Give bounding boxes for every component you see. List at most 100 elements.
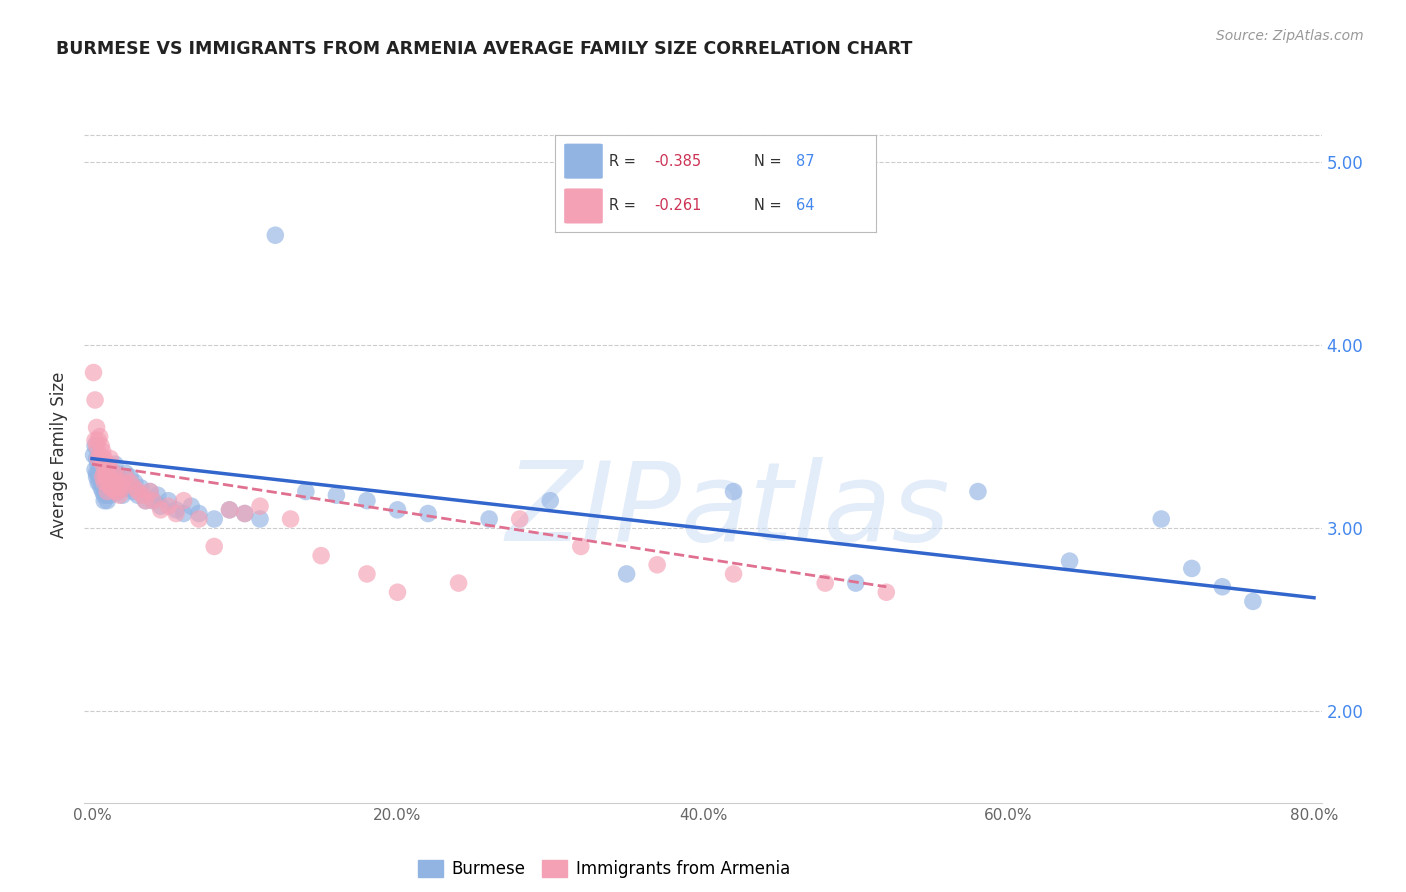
Point: [96, 470, 118, 484]
Point: [146, 488, 169, 502]
Point: [616, 566, 638, 581]
Point: [87, 467, 110, 481]
Point: [149, 503, 172, 517]
Point: [93, 467, 115, 481]
Point: [87, 457, 110, 471]
Point: [90, 470, 112, 484]
Point: [84, 439, 107, 453]
Point: [86, 451, 108, 466]
Point: [98, 488, 121, 502]
Point: [120, 475, 142, 490]
Point: [509, 512, 531, 526]
Point: [280, 512, 302, 526]
Point: [93, 488, 115, 502]
Point: [157, 499, 180, 513]
Point: [165, 507, 187, 521]
Point: [249, 499, 271, 513]
Point: [89, 451, 111, 466]
Point: [112, 475, 135, 490]
Point: [104, 457, 127, 471]
Point: [478, 512, 501, 526]
Point: [87, 475, 110, 490]
Point: [139, 484, 162, 499]
Point: [1211, 580, 1233, 594]
Point: [107, 484, 129, 499]
Point: [104, 470, 127, 484]
Point: [94, 470, 117, 484]
Point: [84, 434, 107, 448]
Point: [96, 467, 118, 481]
Point: [967, 484, 990, 499]
Point: [108, 488, 131, 502]
Point: [538, 493, 561, 508]
Text: ZIPatlas: ZIPatlas: [506, 457, 950, 564]
Point: [98, 470, 121, 484]
Point: [98, 481, 121, 495]
Point: [103, 481, 125, 495]
Point: [104, 467, 127, 481]
Point: [249, 512, 271, 526]
Point: [86, 420, 108, 434]
Point: [94, 484, 117, 499]
Point: [89, 475, 111, 490]
Point: [93, 493, 115, 508]
Point: [83, 448, 105, 462]
Point: [356, 566, 378, 581]
Point: [202, 540, 225, 554]
Point: [124, 475, 146, 490]
Point: [103, 467, 125, 481]
Point: [84, 462, 107, 476]
Point: [814, 576, 837, 591]
Point: [96, 481, 118, 495]
Point: [127, 488, 149, 502]
Point: [1150, 512, 1173, 526]
Point: [84, 392, 107, 407]
Point: [97, 475, 120, 490]
Point: [93, 451, 115, 466]
Point: [187, 512, 209, 526]
Point: [93, 470, 115, 484]
Point: [723, 484, 745, 499]
Point: [875, 585, 897, 599]
Point: [124, 481, 146, 495]
Point: [86, 439, 108, 453]
Point: [94, 475, 117, 490]
Point: [114, 467, 136, 481]
Point: [180, 499, 202, 513]
Point: [111, 488, 134, 502]
Point: [165, 503, 187, 517]
Point: [149, 499, 172, 513]
Point: [134, 493, 156, 508]
Point: [139, 484, 162, 499]
Legend: Burmese, Immigrants from Armenia: Burmese, Immigrants from Armenia: [412, 854, 796, 885]
Point: [120, 470, 142, 484]
Point: [645, 558, 668, 572]
Point: [89, 429, 111, 443]
Point: [97, 457, 120, 471]
Point: [127, 484, 149, 499]
Point: [89, 448, 111, 462]
Point: [89, 467, 111, 481]
Text: Source: ZipAtlas.com: Source: ZipAtlas.com: [1216, 29, 1364, 43]
Point: [134, 493, 156, 508]
Point: [97, 462, 120, 476]
Y-axis label: Average Family Size: Average Family Size: [51, 372, 69, 538]
Point: [86, 467, 108, 481]
Point: [325, 488, 347, 502]
Point: [187, 507, 209, 521]
Point: [104, 484, 127, 499]
Point: [129, 481, 152, 495]
Point: [387, 503, 409, 517]
Point: [218, 503, 240, 517]
Point: [447, 576, 470, 591]
Point: [97, 470, 120, 484]
Point: [90, 451, 112, 466]
Point: [122, 484, 145, 499]
Point: [94, 457, 117, 471]
Point: [104, 481, 127, 495]
Point: [101, 475, 124, 490]
Point: [105, 475, 128, 490]
Point: [94, 462, 117, 476]
Point: [1241, 594, 1264, 608]
Point: [91, 484, 114, 499]
